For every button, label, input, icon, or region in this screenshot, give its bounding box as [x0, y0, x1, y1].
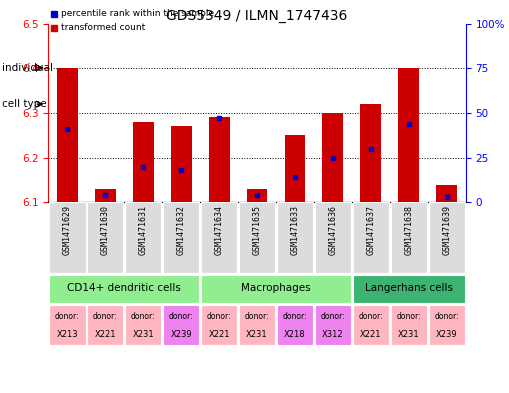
Text: GSM1471634: GSM1471634 [215, 204, 223, 255]
Bar [125, 305, 161, 345]
Bar [399, 68, 419, 202]
Text: X221: X221 [360, 330, 382, 339]
Text: X231: X231 [246, 330, 268, 339]
Text: GSM1471632: GSM1471632 [177, 204, 186, 255]
Bar [239, 305, 275, 345]
Text: X218: X218 [284, 330, 306, 339]
Bar [353, 305, 389, 345]
Bar [315, 305, 351, 345]
Bar [436, 184, 457, 202]
Text: GSM1471629: GSM1471629 [63, 204, 72, 255]
Text: donor:: donor: [397, 312, 421, 321]
Text: GSM1471631: GSM1471631 [139, 204, 148, 255]
Text: donor:: donor: [245, 312, 269, 321]
Bar [201, 275, 351, 303]
Bar [163, 202, 200, 273]
Text: donor:: donor: [93, 312, 118, 321]
Text: donor:: donor: [131, 312, 156, 321]
Text: donor:: donor: [435, 312, 459, 321]
Text: X239: X239 [436, 330, 458, 339]
Bar [429, 202, 465, 273]
Bar [360, 104, 381, 202]
Bar [277, 202, 313, 273]
Bar [87, 305, 124, 345]
Text: CD14+ dendritic cells: CD14+ dendritic cells [67, 283, 181, 293]
Bar [163, 305, 200, 345]
Bar [315, 202, 351, 273]
Bar [239, 202, 275, 273]
Text: Langerhans cells: Langerhans cells [365, 283, 453, 293]
Text: GSM1471635: GSM1471635 [252, 204, 262, 255]
Bar [201, 202, 237, 273]
Bar [49, 275, 200, 303]
Bar [57, 68, 78, 202]
Bar [353, 202, 389, 273]
Bar [390, 305, 427, 345]
Bar [87, 202, 124, 273]
Bar [49, 305, 86, 345]
Bar [285, 135, 305, 202]
Bar [323, 113, 344, 202]
Bar [390, 202, 427, 273]
Text: donor:: donor: [207, 312, 232, 321]
Bar [209, 118, 230, 202]
Text: donor:: donor: [55, 312, 79, 321]
Text: donor:: donor: [282, 312, 307, 321]
Bar [133, 122, 154, 202]
Text: GSM1471636: GSM1471636 [328, 204, 337, 255]
Text: transformed count: transformed count [62, 23, 146, 32]
Text: GSM1471630: GSM1471630 [101, 204, 110, 255]
Bar [246, 189, 267, 202]
Text: Macrophages: Macrophages [241, 283, 311, 293]
Title: GDS5349 / ILMN_1747436: GDS5349 / ILMN_1747436 [166, 9, 348, 22]
Bar [171, 127, 191, 202]
Text: individual: individual [2, 63, 53, 73]
Text: X312: X312 [322, 330, 344, 339]
Text: GSM1471639: GSM1471639 [442, 204, 451, 255]
Bar [125, 202, 161, 273]
Text: X213: X213 [56, 330, 78, 339]
Text: GSM1471638: GSM1471638 [404, 204, 413, 255]
Bar [277, 305, 313, 345]
Text: donor:: donor: [358, 312, 383, 321]
Text: X231: X231 [398, 330, 419, 339]
Text: X239: X239 [171, 330, 192, 339]
Bar [49, 202, 86, 273]
Text: donor:: donor: [169, 312, 193, 321]
Text: X221: X221 [208, 330, 230, 339]
Text: cell type: cell type [2, 99, 47, 109]
Bar [429, 305, 465, 345]
Bar [95, 189, 116, 202]
Bar [201, 305, 237, 345]
Bar [353, 275, 465, 303]
Text: X231: X231 [132, 330, 154, 339]
Text: GSM1471633: GSM1471633 [291, 204, 299, 255]
Text: GSM1471637: GSM1471637 [366, 204, 375, 255]
Text: X221: X221 [95, 330, 116, 339]
Text: donor:: donor: [321, 312, 345, 321]
Text: percentile rank within the sample: percentile rank within the sample [62, 9, 214, 18]
